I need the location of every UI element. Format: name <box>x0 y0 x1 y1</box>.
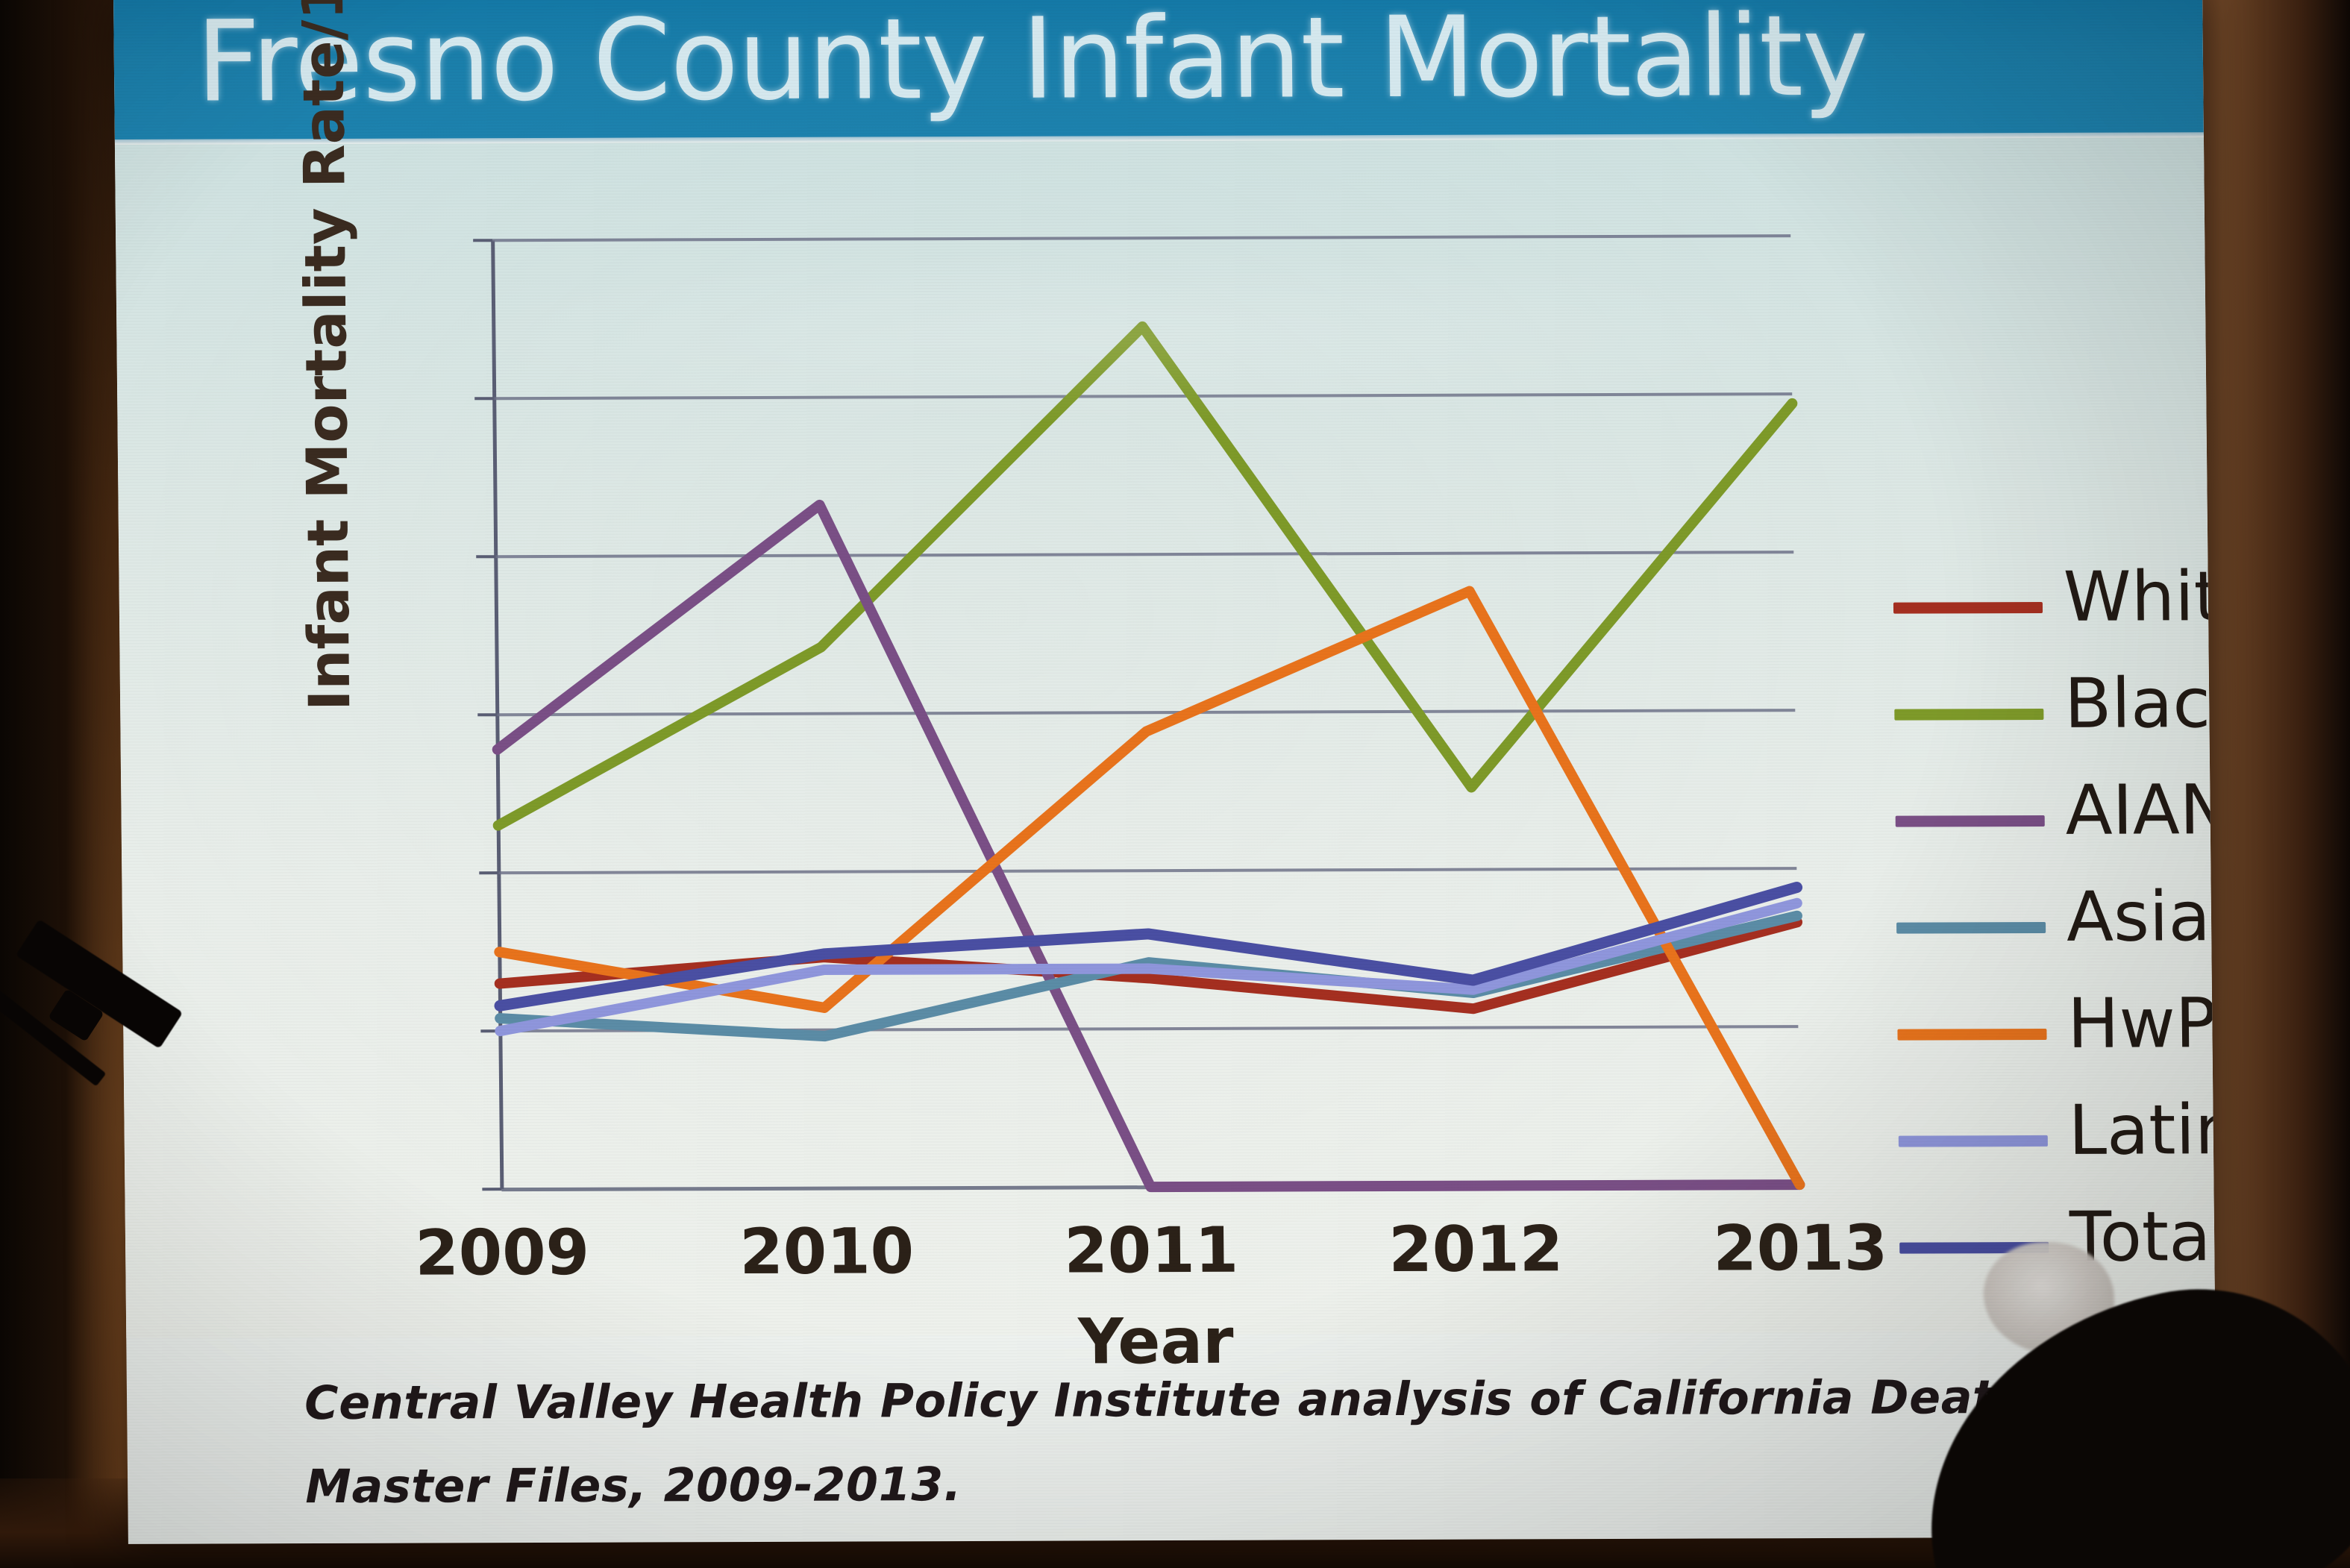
projected-slide: Fresno County Infant Mortality Infant Mo… <box>113 0 2217 1544</box>
legend-item-hwpi[interactable]: HwPI <box>1897 982 2217 1089</box>
y-axis-title: Infant Mortality Rate/1,000 <box>288 0 363 712</box>
chart-legend: White Black AIAN Asian HwPI Latino Total <box>1893 555 2217 1302</box>
legend-swatch-hwpi <box>1897 1028 2047 1041</box>
y-tickmark-20 <box>476 555 496 559</box>
legend-label-asian: Asian <box>2066 876 2217 957</box>
legend-swatch-white <box>1893 601 2043 614</box>
source-footnote: Central Valley Health Policy Institute a… <box>304 1355 2217 1528</box>
y-tickmark-0 <box>482 1188 502 1191</box>
legend-label-hwpi: HwPI <box>2067 983 2217 1064</box>
series-line-black <box>492 321 1798 831</box>
x-tick-label-2012: 2012 <box>1388 1212 1564 1287</box>
page-title: Fresno County Infant Mortality <box>195 0 1869 128</box>
legend-item-black[interactable]: Black <box>1894 662 2217 769</box>
y-tickmark-15 <box>477 713 498 717</box>
legend-label-white: White <box>2063 556 2217 637</box>
dark-left-edge <box>0 0 119 1568</box>
series-line-total <box>494 882 1803 1012</box>
legend-label-black: Black <box>2064 662 2217 744</box>
slide-title-banner: Fresno County Infant Mortality <box>113 0 2204 142</box>
legend-item-asian[interactable]: Asian <box>1896 875 2217 982</box>
x-tick-label-2009: 2009 <box>414 1215 590 1290</box>
legend-swatch-aian <box>1895 815 2045 827</box>
y-tickmark-10 <box>479 871 499 875</box>
legend-item-white[interactable]: White <box>1893 555 2217 662</box>
legend-item-latino[interactable]: Latino <box>1898 1088 2217 1196</box>
x-tick-label-2013: 2013 <box>1712 1211 1888 1285</box>
series-line-hwpi <box>494 586 1805 1191</box>
footnote-line-1: Central Valley Health Policy Institute a… <box>304 1368 2217 1431</box>
chart-area: Infant Mortality Rate/1,000 051015202530… <box>114 0 2217 1378</box>
legend-swatch-black <box>1894 708 2044 721</box>
x-tick-label-2011: 2011 <box>1063 1213 1239 1288</box>
series-line-aian <box>492 499 1805 1193</box>
legend-label-aian: AIAN <box>2065 770 2217 850</box>
legend-label-latino: Latino <box>2068 1089 2217 1170</box>
series-line-latino <box>495 897 1802 1037</box>
plot-region: 051015202530 <box>473 234 1805 1193</box>
legend-swatch-asian <box>1896 921 2046 934</box>
y-tickmark-25 <box>474 397 495 401</box>
y-tickmark-30 <box>473 239 493 242</box>
footnote-line-2: Master Files, 2009-2013. <box>304 1457 962 1514</box>
legend-swatch-latino <box>1898 1135 2048 1147</box>
legend-item-aian[interactable]: AIAN <box>1895 768 2217 876</box>
series-line-asian <box>495 910 1802 1042</box>
series-lines <box>492 321 1805 1193</box>
x-tick-label-2010: 2010 <box>739 1214 915 1289</box>
